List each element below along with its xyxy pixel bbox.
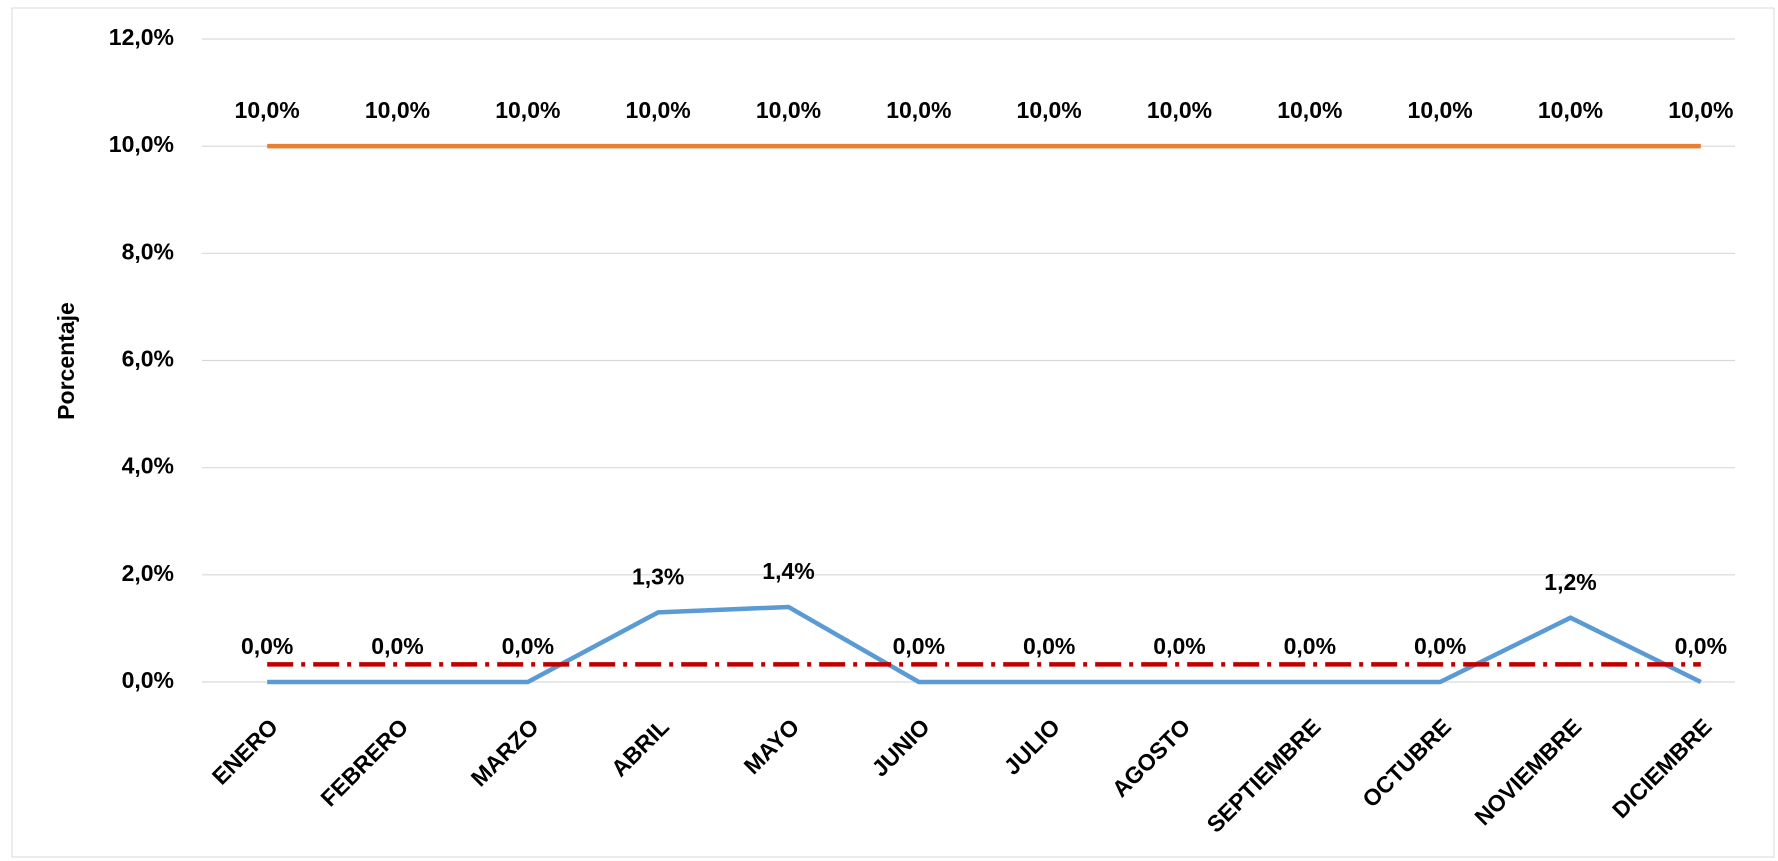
chart-border — [11, 7, 1775, 858]
x-tick-label: JUNIO — [867, 713, 935, 781]
y-tick-label: 8,0% — [122, 238, 174, 264]
y-tick-label: 6,0% — [122, 346, 174, 372]
x-tick-label: MARZO — [466, 713, 544, 791]
x-tick-label: MAYO — [739, 713, 805, 779]
x-tick-label: ENERO — [207, 713, 283, 789]
data-label: 1,4% — [762, 558, 814, 584]
data-label: 0,0% — [1675, 633, 1727, 659]
y-tick-label: 0,0% — [122, 667, 174, 693]
y-tick-label: 12,0% — [109, 24, 174, 50]
y-tick-label: 10,0% — [109, 131, 174, 157]
data-label: 10,0% — [495, 97, 560, 123]
data-label: 0,0% — [1414, 633, 1466, 659]
x-tick-label: OCTUBRE — [1357, 713, 1456, 812]
data-label: 0,0% — [502, 633, 554, 659]
y-tick-label: 4,0% — [122, 453, 174, 479]
data-label: 0,0% — [241, 633, 293, 659]
series-line — [267, 604, 1702, 685]
x-tick-label: FEBRERO — [315, 713, 413, 811]
y-tick-label: 2,0% — [122, 560, 174, 586]
x-tick-label: ABRIL — [606, 713, 674, 781]
data-label: 10,0% — [1017, 97, 1082, 123]
data-label: 10,0% — [235, 97, 300, 123]
data-label: 0,0% — [371, 633, 423, 659]
x-tick-label: JULIO — [999, 713, 1065, 779]
data-label: 1,2% — [1544, 569, 1596, 595]
data-label: 10,0% — [756, 97, 821, 123]
data-label: 10,0% — [365, 97, 430, 123]
data-label: 10,0% — [1408, 97, 1473, 123]
data-label: 10,0% — [1277, 97, 1342, 123]
data-label: 0,0% — [1023, 633, 1075, 659]
data-label: 0,0% — [1153, 633, 1205, 659]
data-label: 0,0% — [1284, 633, 1336, 659]
x-tick-label: NOVIEMBRE — [1469, 713, 1586, 830]
data-label: 1,3% — [632, 563, 684, 589]
data-label: 0,0% — [893, 633, 945, 659]
data-label: 10,0% — [1538, 97, 1603, 123]
x-tick-label: SEPTIEMBRE — [1202, 713, 1326, 837]
data-label: 10,0% — [1147, 97, 1212, 123]
data-label: 10,0% — [1668, 97, 1733, 123]
x-tick-label: AGOSTO — [1107, 713, 1196, 802]
x-tick-label: DICIEMBRE — [1607, 713, 1717, 823]
data-label: 10,0% — [626, 97, 691, 123]
y-axis-title: Porcentaje — [53, 302, 79, 420]
data-label: 10,0% — [886, 97, 951, 123]
